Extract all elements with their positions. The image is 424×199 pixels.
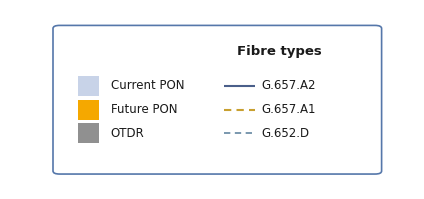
Bar (78, 76, 99, 96)
Bar (78, 123, 99, 143)
Text: Current PON: Current PON (111, 79, 184, 93)
Text: G.657.A1: G.657.A1 (262, 103, 316, 116)
Text: G.652.D: G.652.D (262, 127, 310, 140)
Text: Fibre types: Fibre types (237, 45, 322, 58)
Text: G.657.A2: G.657.A2 (262, 79, 316, 93)
Bar (78, 100, 99, 120)
Text: OTDR: OTDR (111, 127, 144, 140)
Text: Future PON: Future PON (111, 103, 177, 116)
